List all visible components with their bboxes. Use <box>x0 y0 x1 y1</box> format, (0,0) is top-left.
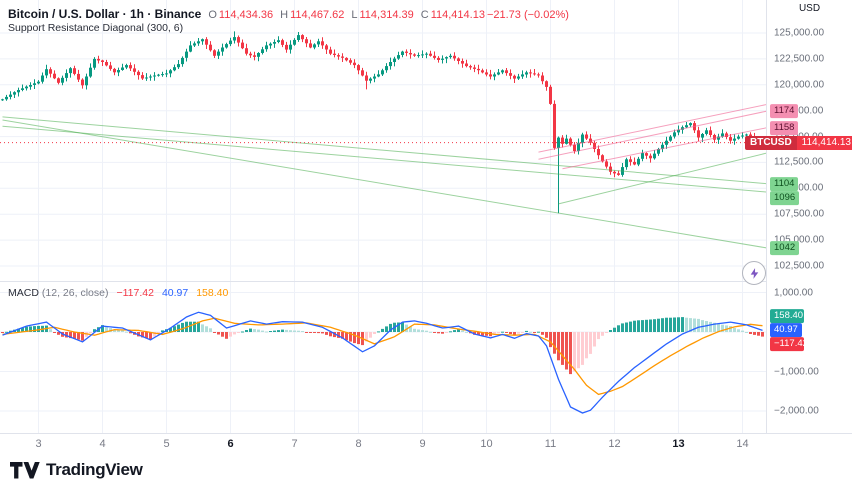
price-level-badge: 1042 <box>770 240 800 255</box>
symbol-title[interactable]: Bitcoin / U.S. Dollar · 1h · Binance <box>8 7 202 21</box>
price-badge-value: 114,414.13 <box>796 135 852 150</box>
price-axis-label: 122,500.00 <box>774 53 825 65</box>
price-axis-label: 117,500.00 <box>774 105 824 117</box>
price-level-badge: 1096 <box>770 190 800 205</box>
macd-lines <box>2 311 763 414</box>
macd-chart-pane[interactable] <box>0 282 766 433</box>
footer: TradingView <box>0 455 852 485</box>
time-axis-label-12: 12 <box>608 438 621 450</box>
diagonal-lines-layer <box>0 104 766 249</box>
time-axis-label-10: 10 <box>480 438 493 450</box>
tradingview-wordmark: TradingView <box>46 460 143 479</box>
macd-legend-value: 40.97 <box>161 287 189 299</box>
time-axis-label-8: 8 <box>355 438 362 450</box>
time-axis-label-7: 7 <box>291 438 298 450</box>
tradingview-icon <box>10 461 40 478</box>
price-axis-label: 102,500.00 <box>774 260 825 272</box>
macd-axis-label: 1,000.00 <box>774 287 813 298</box>
price-level-badge: 1174 <box>770 104 799 119</box>
price-axis[interactable]: USD 125,000.00 122,500.00 120,000.00 117,50… <box>766 0 852 433</box>
time-axis-label-5: 5 <box>163 438 170 450</box>
macd-value-badge: 158.40 <box>770 309 804 324</box>
price-grid <box>0 0 766 281</box>
ohlc-open-label: O <box>208 9 217 21</box>
chart-panel: Bitcoin / U.S. Dollar · 1h · Binance O 114… <box>0 0 852 455</box>
candles-layer <box>1 31 764 214</box>
macd-axis-label: −1,000.00 <box>774 366 819 377</box>
macd-value-badge: −117.42 <box>770 337 804 352</box>
time-axis-label-6: 6 <box>227 438 234 450</box>
price-level-badge: 1158 <box>770 120 799 135</box>
macd-grid <box>0 282 766 433</box>
price-level-badge: 1104 <box>770 176 799 191</box>
macd-value-badge: 40.97 <box>770 323 802 338</box>
price-axis-label: 125,000.00 <box>774 27 825 39</box>
price-axis-label: 120,000.00 <box>774 79 825 91</box>
ohlc-low-label: L <box>351 9 358 21</box>
price-axis-label: 105,000.00 <box>774 234 825 246</box>
time-axis-label-13: 13 <box>672 438 685 450</box>
time-axis-label-9: 9 <box>419 438 426 450</box>
ohlc-close-value: 114,414.13 <box>430 9 485 21</box>
ohlc-change: −21.73 (−0.02%) <box>486 9 569 21</box>
price-axis-label: 112,500.00 <box>774 156 824 168</box>
macd-histogram <box>1 317 764 375</box>
symbol-legend: Bitcoin / U.S. Dollar · 1h · Binance O 114… <box>8 5 569 23</box>
time-axis-label-14: 14 <box>736 438 749 450</box>
indicator-legend[interactable]: Support Resistance Diagonal (300, 6) <box>8 22 184 34</box>
pane-separator[interactable] <box>0 281 766 282</box>
ohlc-high-label: H <box>280 9 289 21</box>
price-chart-pane[interactable] <box>0 0 766 281</box>
macd-axis-label: −2,000.00 <box>774 405 819 417</box>
macd-legend-value: −117.42 <box>116 287 154 299</box>
time-axis-label-11: 11 <box>544 438 557 450</box>
current-price-badge: BTCUSD 114,414.13 <box>745 135 852 150</box>
macd-legend-value: 158.40 <box>196 287 229 299</box>
macd-params: (12, 26, close) <box>41 287 109 299</box>
lightning-icon <box>750 267 758 279</box>
time-axis[interactable]: 3 4 5 6 7 8 9 10 11 12 13 14 <box>0 433 852 455</box>
tradingview-logo[interactable]: TradingView <box>10 460 143 480</box>
ohlc-close-label: C <box>420 9 429 21</box>
macd-legend[interactable]: MACD (12, 26, close) −117.42 40.97 158.40 <box>8 287 228 299</box>
time-axis-label-3: 3 <box>35 438 42 450</box>
price-badge-symbol: BTCUSD <box>745 135 797 150</box>
macd-name: MACD <box>8 287 39 299</box>
ohlc-open-value: 114,434.36 <box>218 9 274 21</box>
price-axis-label: 110,000.00 <box>774 182 824 194</box>
ohlc-low-value: 114,314.39 <box>359 9 414 21</box>
price-axis-label: 107,500.00 <box>774 208 825 220</box>
price-axis-currency: USD <box>798 3 821 14</box>
lightning-button[interactable] <box>742 261 766 285</box>
ohlc-high-value: 114,467.62 <box>290 9 345 21</box>
time-axis-label-4: 4 <box>99 438 106 450</box>
